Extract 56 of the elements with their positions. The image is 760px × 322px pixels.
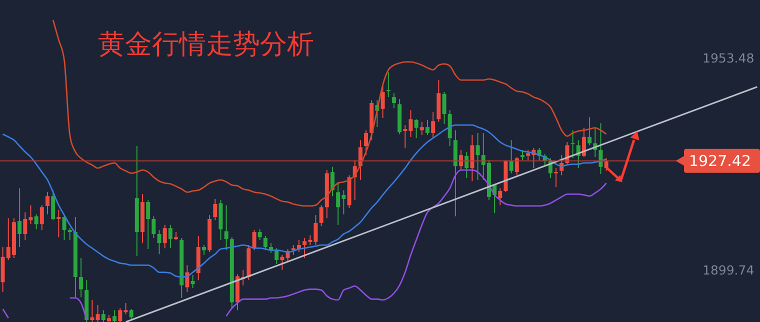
candlestick (498, 188, 502, 206)
ref-line-label: 1927.42 (688, 152, 752, 170)
candlestick (51, 190, 56, 221)
candlestick (146, 200, 150, 250)
candlestick (129, 308, 134, 321)
candlestick (40, 204, 44, 231)
line-series (52, 19, 608, 207)
candlestick (68, 228, 72, 240)
candlestick (280, 254, 284, 270)
candlestick (414, 118, 418, 139)
candlestick (202, 244, 206, 256)
candlestick (470, 134, 474, 182)
candlestick (442, 91, 446, 124)
candlestick (18, 188, 22, 248)
candlestick (56, 209, 61, 238)
candlestick (263, 235, 268, 251)
candlestick (168, 224, 172, 249)
candlestick (185, 264, 190, 293)
candlestick (46, 192, 50, 215)
candlestick (464, 151, 469, 178)
candlestick (162, 224, 167, 249)
candlestick (157, 230, 162, 255)
candlestick (96, 304, 100, 322)
candlestick (476, 132, 480, 180)
candlestick (258, 228, 262, 240)
candlestick (420, 121, 424, 136)
candlestick (190, 274, 195, 289)
candlestick (90, 299, 94, 322)
candlestick (380, 84, 385, 118)
candlestick (514, 156, 519, 176)
text: 黄金行情走势分析 (98, 29, 314, 60)
candlestick (588, 116, 592, 146)
candlestick (112, 310, 117, 322)
y-tick-label: 1953.48 (702, 50, 754, 66)
y-tick-label: 1899.74 (702, 262, 754, 278)
candlestick (34, 214, 38, 230)
candlestick (152, 216, 156, 238)
candlestick (274, 248, 279, 264)
candlestick (509, 140, 514, 174)
candlestick (431, 112, 436, 139)
candlestick (224, 204, 228, 251)
candlestick (570, 130, 575, 159)
candlestick (62, 214, 66, 240)
candlestick (330, 166, 334, 197)
candlestick (319, 204, 324, 227)
candlestick (582, 127, 586, 158)
candlestick (213, 198, 218, 221)
candlestick (364, 130, 368, 156)
candlestick (392, 92, 396, 109)
candlestick (101, 310, 106, 322)
candlestick (426, 119, 430, 136)
candlestick (598, 122, 603, 175)
candlestick (252, 230, 256, 251)
candlestick (79, 258, 84, 298)
candlestick (520, 149, 524, 161)
candlestick (459, 149, 464, 171)
